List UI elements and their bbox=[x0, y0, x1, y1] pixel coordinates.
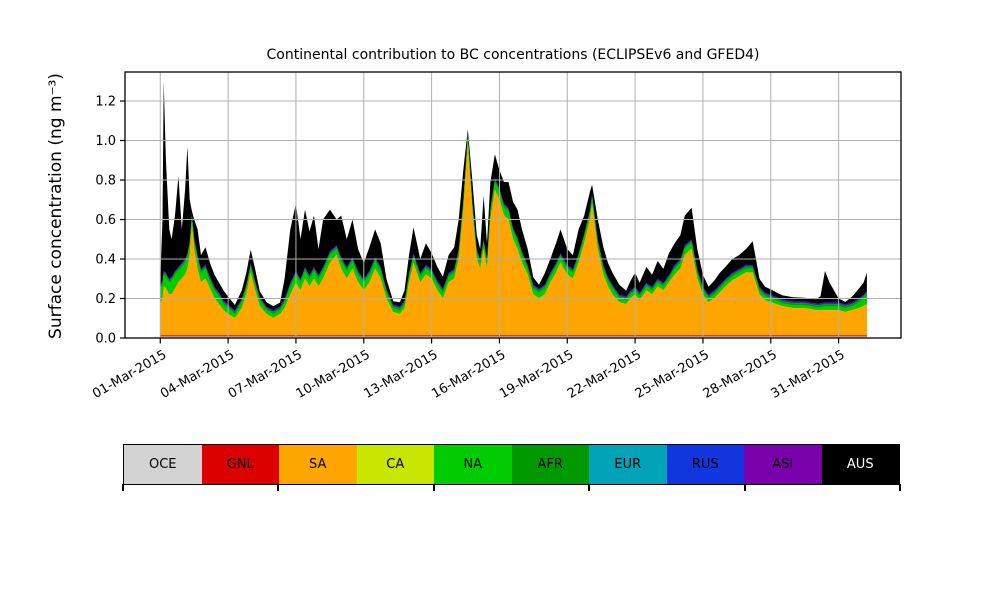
legend-item-OCE: OCE bbox=[124, 445, 202, 484]
x-tick-label: 25-Mar-2015 bbox=[633, 347, 712, 401]
x-tick-label: 19-Mar-2015 bbox=[497, 347, 576, 401]
legend-item-CA: CA bbox=[356, 445, 434, 484]
x-tick-label: 16-Mar-2015 bbox=[429, 347, 508, 401]
legend-item-RUS: RUS bbox=[666, 445, 744, 484]
legend-item-SA: SA bbox=[279, 445, 357, 484]
x-tick-label: 13-Mar-2015 bbox=[361, 347, 440, 401]
legend-item-NA: NA bbox=[434, 445, 512, 484]
legend-axis-tick bbox=[277, 484, 280, 491]
y-tick-label: 0.0 bbox=[95, 332, 116, 347]
chart-title: Continental contribution to BC concentra… bbox=[266, 47, 760, 63]
legend: OCE GNL SA CA NA AFR EUR RUS ASI AUS bbox=[123, 444, 900, 485]
legend-axis-tick bbox=[743, 484, 746, 491]
y-tick-label: 0.8 bbox=[95, 174, 116, 189]
legend-label: AUS bbox=[846, 457, 874, 472]
legend-axis-tick bbox=[899, 484, 901, 491]
plot-border bbox=[124, 71, 902, 339]
legend-label: SA bbox=[309, 457, 327, 472]
x-tick-label: 01-Mar-2015 bbox=[90, 347, 169, 401]
legend-label: RUS bbox=[691, 457, 719, 472]
y-tick-label: 0.2 bbox=[95, 292, 116, 307]
legend-item-ASI: ASI bbox=[744, 445, 822, 484]
legend-label: OCE bbox=[148, 457, 177, 472]
y-tick-label: 1.2 bbox=[95, 95, 116, 110]
x-tick-label: 04-Mar-2015 bbox=[158, 347, 237, 401]
legend-axis-tick bbox=[588, 484, 591, 491]
x-tick-label: 28-Mar-2015 bbox=[701, 347, 780, 401]
legend-label: GNL bbox=[226, 457, 254, 472]
legend-axis bbox=[122, 484, 901, 493]
legend-label: NA bbox=[463, 457, 483, 472]
x-tick-label: 07-Mar-2015 bbox=[226, 347, 305, 401]
legend-item-AUS: AUS bbox=[821, 445, 899, 484]
y-tick-label: 0.4 bbox=[95, 253, 116, 268]
legend-axis-tick bbox=[432, 484, 435, 491]
legend-label: AFR bbox=[537, 457, 563, 472]
legend-axis-tick bbox=[122, 484, 124, 491]
legend-label: CA bbox=[386, 457, 405, 472]
legend-item-EUR: EUR bbox=[589, 445, 667, 484]
legend-item-AFR: AFR bbox=[511, 445, 589, 484]
area-layer-SA bbox=[160, 142, 867, 338]
legend-item-GNL: GNL bbox=[201, 445, 279, 484]
x-tick-label: 10-Mar-2015 bbox=[294, 347, 373, 401]
x-tick-label: 22-Mar-2015 bbox=[565, 347, 644, 401]
x-tick-label: 31-Mar-2015 bbox=[768, 347, 847, 401]
legend-label: ASI bbox=[772, 457, 794, 472]
legend-label: EUR bbox=[614, 457, 642, 472]
y-tick-label: 0.6 bbox=[95, 213, 116, 228]
y-tick-label: 1.0 bbox=[95, 134, 116, 149]
